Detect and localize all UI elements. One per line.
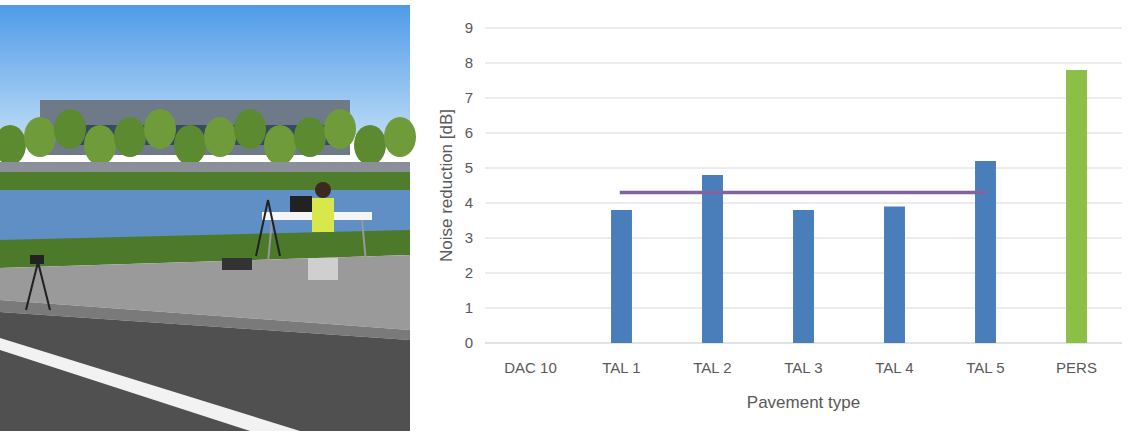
y-tick-label: 1 (465, 299, 473, 316)
tree (384, 117, 416, 157)
person-head (315, 182, 331, 198)
bar (520, 343, 541, 344)
x-tick-label: DAC 10 (504, 359, 557, 376)
equipment (308, 258, 338, 280)
y-axis-line (485, 28, 486, 343)
tree (354, 125, 386, 165)
bar (702, 175, 723, 343)
bar (793, 210, 814, 343)
bar (884, 207, 905, 344)
tree (114, 117, 146, 157)
tree (54, 109, 86, 149)
y-tick-label: 4 (465, 194, 473, 211)
far-bank (0, 172, 410, 190)
tree (24, 117, 56, 157)
tree (174, 125, 206, 165)
y-tick-label: 0 (465, 334, 473, 351)
x-tick-label: TAL 2 (693, 359, 731, 376)
tree (294, 117, 326, 157)
tree (0, 125, 26, 165)
tree (84, 125, 116, 165)
laptop (290, 196, 312, 212)
microphone (30, 255, 44, 264)
x-tick-label: PERS (1056, 359, 1097, 376)
y-tick-label: 9 (465, 19, 473, 36)
tree (204, 117, 236, 157)
y-tick-label: 3 (465, 229, 473, 246)
parked-cars (0, 162, 410, 172)
tree (144, 109, 176, 149)
tripod (268, 200, 280, 256)
tree (234, 109, 266, 149)
bar (975, 161, 996, 343)
y-tick-label: 5 (465, 159, 473, 176)
photo (0, 5, 416, 431)
grid-line (485, 168, 1122, 169)
tree (264, 125, 296, 165)
table-leg (362, 220, 366, 262)
grid-line (485, 203, 1122, 204)
figure: 0 1 2 3 4 5 6 7 8 9 DAC 10 TAL 1 TAL 2 TAL 3 TAL 4 TAL … (0, 0, 1129, 436)
tree (324, 109, 356, 149)
y-axis-title: Noise reduction [dB] (437, 109, 456, 262)
y-tick-label: 7 (465, 89, 473, 106)
road-marking (0, 338, 300, 431)
y-tick-label: 8 (465, 54, 473, 71)
grid-line (485, 28, 1122, 29)
tripod (38, 262, 50, 310)
x-tick-label: TAL 1 (602, 359, 640, 376)
x-axis-title: Pavement type (747, 393, 860, 412)
grid-line (485, 133, 1122, 134)
plot-marks (611, 70, 1087, 343)
x-tick-label: TAL 3 (784, 359, 822, 376)
y-tick-label: 6 (465, 124, 473, 141)
bar (1066, 70, 1087, 343)
y-tick-label: 2 (465, 264, 473, 281)
road (0, 312, 410, 431)
grid-line (485, 63, 1122, 64)
tripod (26, 262, 38, 310)
x-tick-label: TAL 5 (966, 359, 1004, 376)
x-tick-label: TAL 4 (875, 359, 913, 376)
table-leg (268, 220, 272, 262)
grid-line (485, 98, 1122, 99)
person (312, 198, 334, 232)
mean-line (622, 191, 986, 195)
tripod (256, 200, 268, 256)
bar (611, 210, 632, 343)
equipment (222, 258, 252, 270)
